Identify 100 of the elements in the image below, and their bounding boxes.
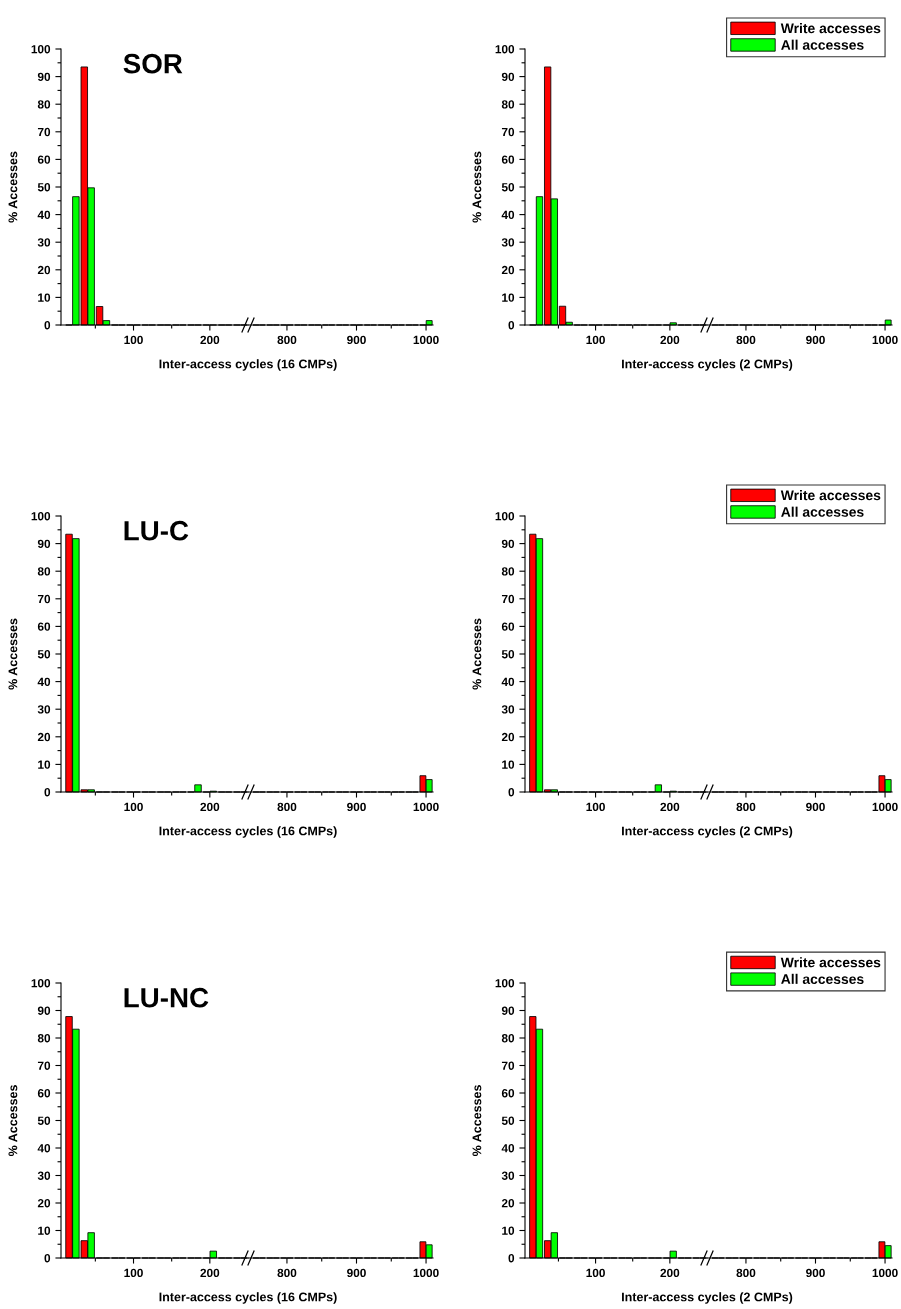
y-axis-title: % Accesses	[8, 151, 18, 223]
chart-title: LU-NC	[124, 987, 209, 1008]
y-tick-label: 20	[37, 732, 51, 742]
y-tick-label: 50	[501, 650, 515, 659]
y-tick-label: 70	[37, 594, 51, 604]
y-tick-label: 90	[501, 1006, 515, 1015]
x-tick-label: 900	[347, 1268, 366, 1278]
y-tick-label: 30	[501, 705, 515, 714]
y-tick-label: 80	[37, 100, 51, 109]
y-tick-label: 90	[37, 1006, 51, 1015]
y-tick-label: 80	[501, 1034, 515, 1043]
y-tick-label: 50	[501, 183, 515, 192]
x-tick-label: 100	[124, 1268, 143, 1278]
y-tick-label: 100	[495, 512, 515, 521]
x-tick-label: 200	[660, 335, 680, 345]
y-tick-label: 40	[37, 210, 51, 219]
y-tick-label: 20	[501, 1199, 515, 1208]
legend-label: Write accesses	[780, 957, 881, 968]
y-tick-label: 100	[31, 512, 51, 521]
y-tick-label: 10	[38, 1226, 51, 1235]
y-tick-label: 0	[44, 321, 51, 330]
x-tick-label: 900	[347, 802, 366, 812]
y-tick-label: 0	[44, 1254, 51, 1263]
x-tick-label: 1000	[872, 802, 898, 812]
y-axis-title: % Accesses	[472, 151, 482, 223]
y-tick-label: 100	[31, 45, 51, 54]
y-tick-label: 10	[502, 293, 515, 302]
x-tick-label: 900	[806, 1268, 825, 1278]
y-tick-label: 50	[37, 650, 51, 659]
y-tick-label: 90	[37, 72, 51, 81]
legend-label: Write accesses	[780, 490, 881, 501]
y-tick-label: 40	[501, 677, 515, 686]
y-tick-label: 0	[508, 788, 515, 797]
x-tick-label: 200	[200, 335, 220, 345]
y-axis-title: % Accesses	[8, 618, 18, 690]
y-tick-label: 60	[37, 622, 51, 631]
x-tick-label: 1000	[413, 802, 439, 812]
y-tick-label: 60	[501, 622, 515, 631]
x-tick-label: 200	[660, 1268, 680, 1278]
y-tick-label: 60	[501, 1089, 515, 1098]
x-tick-label: 1000	[872, 335, 898, 345]
y-tick-label: 100	[495, 45, 515, 54]
y-tick-label: 70	[37, 127, 51, 137]
y-tick-label: 20	[501, 732, 515, 742]
x-axis-title: Inter-access cycles (2 CMPs)	[622, 1292, 793, 1304]
legend-label: Write accesses	[780, 23, 881, 34]
x-tick-label: 200	[200, 1268, 220, 1278]
x-tick-label: 1000	[413, 335, 439, 345]
y-tick-label: 100	[31, 979, 51, 988]
y-tick-label: 70	[501, 1061, 515, 1070]
x-tick-label: 900	[806, 335, 825, 345]
x-tick-label: 800	[277, 335, 297, 345]
x-tick-label: 800	[736, 802, 756, 812]
y-tick-label: 80	[501, 567, 515, 576]
x-axis-title: Inter-access cycles (2 CMPs)	[622, 359, 793, 371]
y-tick-label: 50	[501, 1116, 515, 1125]
x-tick-label: 1000	[413, 1268, 439, 1278]
y-tick-label: 30	[501, 238, 515, 247]
x-axis-title: Inter-access cycles (2 CMPs)	[622, 826, 793, 838]
y-tick-label: 20	[37, 1199, 51, 1208]
y-tick-label: 30	[37, 705, 51, 714]
y-tick-label: 90	[501, 72, 515, 81]
y-tick-label: 100	[495, 979, 515, 988]
y-tick-label: 20	[37, 265, 51, 275]
y-tick-label: 80	[37, 1034, 51, 1043]
x-tick-label: 800	[277, 802, 297, 812]
x-tick-label: 100	[124, 802, 143, 812]
x-tick-label: 800	[736, 335, 756, 345]
y-tick-label: 10	[502, 1226, 515, 1235]
x-tick-label: 100	[124, 335, 143, 345]
x-tick-label: 800	[736, 1268, 756, 1278]
y-tick-label: 50	[37, 183, 51, 192]
y-tick-label: 40	[37, 1144, 51, 1153]
x-axis-title: Inter-access cycles (16 CMPs)	[159, 826, 337, 838]
x-tick-label: 100	[586, 335, 605, 345]
y-tick-label: 0	[44, 788, 51, 797]
y-tick-label: 50	[37, 1116, 51, 1125]
y-tick-label: 30	[37, 238, 51, 247]
y-tick-label: 10	[38, 760, 51, 769]
y-tick-label: 20	[501, 265, 515, 275]
legend-label: All accesses	[781, 973, 864, 984]
y-tick-label: 10	[38, 293, 51, 302]
x-axis-title: Inter-access cycles (16 CMPs)	[159, 1292, 337, 1304]
y-axis-title: % Accesses	[472, 618, 482, 690]
chart-title: SOR	[123, 53, 183, 74]
y-tick-label: 80	[37, 567, 51, 576]
x-tick-label: 800	[277, 1268, 297, 1278]
x-tick-label: 100	[586, 802, 605, 812]
y-tick-label: 40	[501, 1144, 515, 1153]
y-tick-label: 40	[37, 677, 51, 686]
y-tick-label: 70	[501, 594, 515, 604]
y-tick-label: 60	[37, 1089, 51, 1098]
y-tick-label: 60	[37, 155, 51, 164]
x-tick-label: 100	[586, 1268, 605, 1278]
x-tick-label: 1000	[872, 1268, 898, 1278]
y-axis-title: % Accesses	[472, 1085, 482, 1157]
y-tick-label: 0	[508, 321, 515, 330]
x-axis-title: Inter-access cycles (16 CMPs)	[159, 359, 337, 371]
x-tick-label: 900	[347, 335, 366, 345]
y-tick-label: 80	[501, 100, 515, 109]
